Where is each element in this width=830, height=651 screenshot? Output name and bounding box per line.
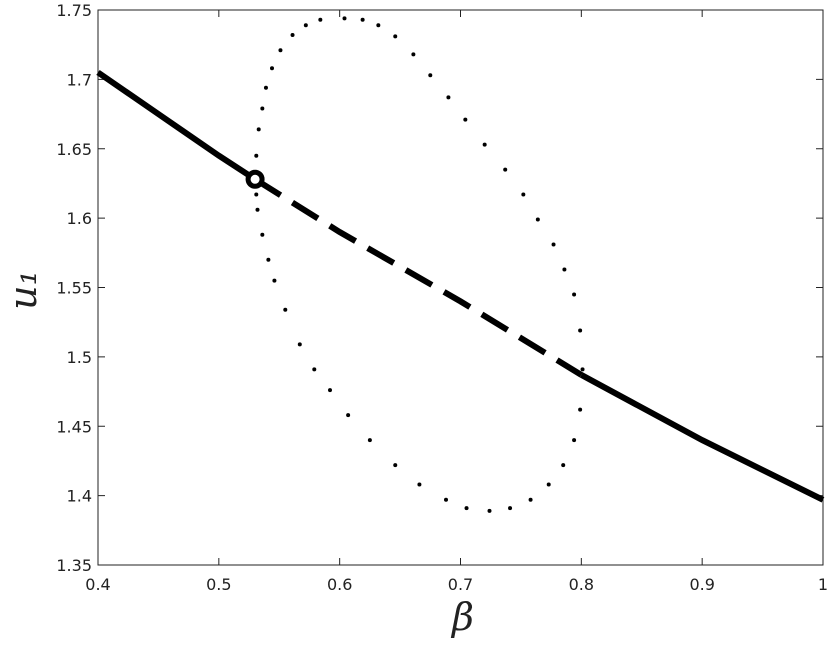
dot — [260, 232, 265, 237]
dot — [446, 95, 451, 100]
dot — [254, 153, 259, 158]
dot — [580, 367, 585, 372]
dot — [551, 242, 556, 247]
dot — [561, 463, 566, 468]
dot — [572, 438, 577, 443]
dot — [297, 342, 302, 347]
plot-frame — [97, 9, 824, 566]
dot — [328, 388, 332, 393]
dot — [503, 167, 508, 172]
y-tick-label: 1.55 — [56, 279, 92, 298]
dot — [546, 482, 551, 487]
y-axis-label: u₁ — [1, 270, 45, 310]
dot — [393, 34, 398, 39]
dot — [312, 367, 317, 372]
x-tick-label: 0.4 — [85, 575, 110, 594]
x-tick-label: 0.9 — [689, 575, 714, 594]
dot — [487, 508, 492, 513]
dot — [572, 292, 577, 297]
x-tick-label: 0.7 — [448, 575, 473, 594]
dot — [254, 192, 259, 197]
y-tick-label: 1.45 — [56, 417, 92, 436]
dot — [528, 497, 533, 502]
y-tick-label: 1.4 — [67, 487, 92, 506]
dot — [346, 413, 351, 418]
dot — [463, 117, 468, 122]
dot — [263, 85, 268, 90]
dot — [256, 127, 261, 132]
y-tick-label: 1.6 — [67, 209, 92, 228]
y-tick-label: 1.5 — [67, 348, 92, 367]
dot — [318, 17, 323, 22]
y-tick-label: 1.7 — [67, 70, 92, 89]
dot — [393, 463, 398, 468]
dot — [367, 438, 372, 443]
y-tick-label: 1.35 — [56, 556, 92, 575]
solid-line — [579, 372, 825, 503]
dot — [360, 17, 365, 22]
dot — [562, 267, 567, 272]
dot — [266, 257, 271, 262]
x-axis-label: β — [450, 595, 474, 639]
y-tick-label: 1.65 — [56, 140, 92, 159]
dot — [411, 52, 416, 57]
x-tick-label: 1 — [818, 575, 828, 594]
dot — [444, 497, 448, 502]
dashed-line — [253, 176, 583, 378]
dot — [508, 506, 513, 511]
x-tick-label: 0.5 — [206, 575, 231, 594]
bifurcation-point — [245, 169, 265, 189]
dot — [482, 142, 487, 147]
dot — [303, 23, 308, 28]
dot — [255, 207, 260, 212]
dot — [270, 66, 274, 71]
dot — [290, 32, 295, 37]
dot — [283, 307, 288, 312]
dot — [521, 192, 526, 197]
dot — [260, 106, 265, 111]
dot — [417, 482, 422, 487]
dot — [272, 278, 277, 283]
y-tick-label: 1.75 — [56, 1, 92, 20]
dot — [578, 407, 583, 412]
dot — [464, 506, 469, 511]
dot — [376, 23, 381, 28]
dot — [278, 48, 283, 53]
dot — [535, 217, 540, 222]
solid-line — [96, 69, 257, 182]
dot — [428, 73, 433, 78]
x-tick-label: 0.6 — [327, 575, 352, 594]
dot — [342, 16, 347, 21]
dot — [578, 328, 583, 333]
x-tick-label: 0.8 — [569, 575, 594, 594]
